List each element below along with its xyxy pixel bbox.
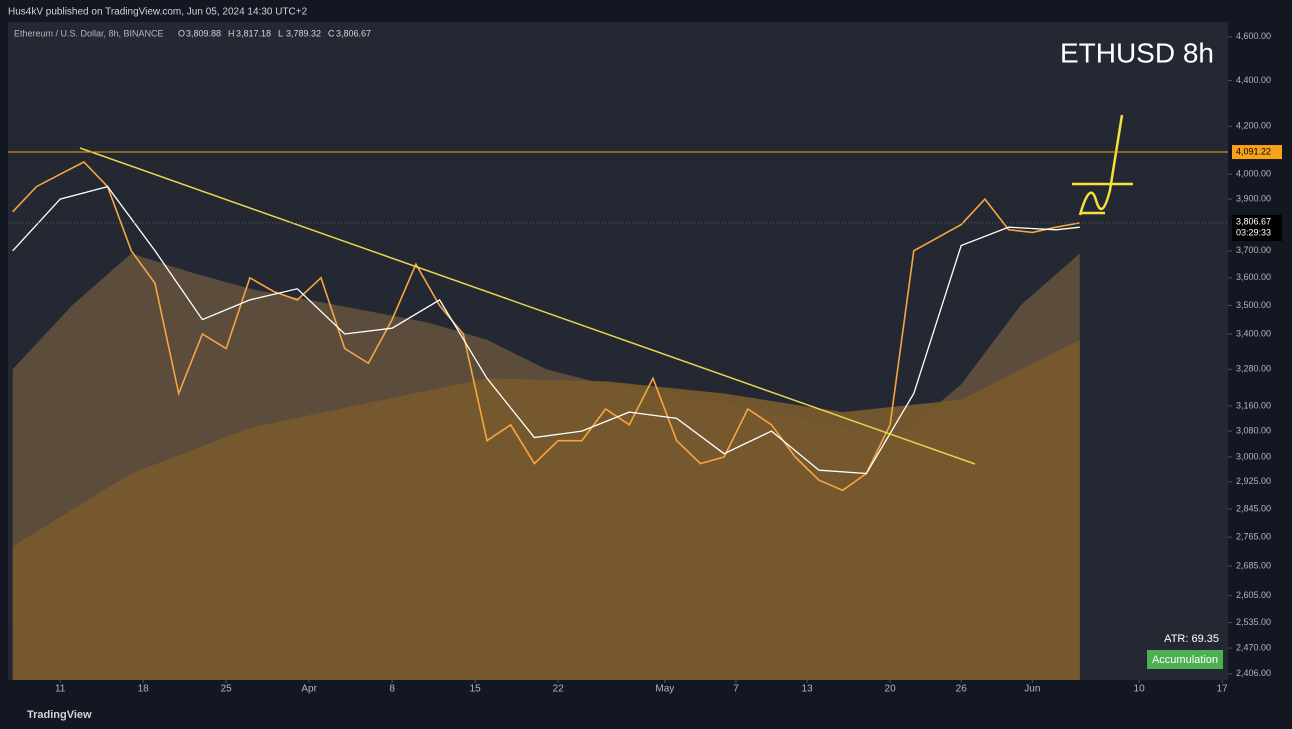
- x-tick-label: 11: [55, 684, 66, 695]
- y-tick-label: 3,400.00: [1236, 328, 1271, 338]
- ohlc-value: 3,809.88: [186, 28, 221, 38]
- ohlc-name: C: [328, 28, 335, 38]
- x-tick-label: 18: [138, 684, 150, 695]
- ohlc-name: O: [178, 28, 185, 38]
- y-tick-label: 3,000.00: [1236, 451, 1271, 461]
- x-tick-label: 13: [802, 684, 814, 695]
- y-tick-label: 2,605.00: [1236, 590, 1271, 600]
- line: [12, 185, 1080, 475]
- ohlc-value: 3,806.67: [336, 28, 371, 38]
- y-tick-label: 4,400.00: [1236, 75, 1271, 85]
- y-tick-label: 3,900.00: [1236, 193, 1271, 203]
- area: [12, 339, 1080, 680]
- x-tick-label: Apr: [301, 684, 317, 695]
- header: Hus4kV published on TradingView.com, Jun…: [8, 7, 308, 18]
- x-tick-label: 20: [885, 684, 897, 695]
- x-tick-label: 7: [733, 684, 739, 695]
- y-tick-label: 3,600.00: [1236, 272, 1271, 282]
- projection: [1072, 114, 1133, 216]
- y-tick-label: 4,600.00: [1236, 31, 1271, 41]
- line: [12, 161, 1080, 492]
- x-tick-label: 10: [1134, 684, 1146, 695]
- y-tick-label: 4,000.00: [1236, 169, 1271, 179]
- x-tick-label: 25: [221, 684, 233, 695]
- footer: TradingView: [27, 709, 92, 721]
- ohlc-name: H: [228, 28, 235, 38]
- status: Accumulation: [1152, 654, 1218, 666]
- price-label-bg: [1232, 214, 1282, 241]
- level-label: 4,091.22: [1236, 146, 1271, 156]
- y-tick-label: 3,160.00: [1236, 400, 1271, 410]
- series-layer: [12, 161, 1080, 680]
- ohlc-value: 3,789.32: [286, 28, 321, 38]
- y-tick-label: 2,925.00: [1236, 476, 1271, 486]
- y-tick-label: 3,500.00: [1236, 300, 1271, 310]
- y-tick-label: 2,535.00: [1236, 617, 1271, 627]
- symbol: Ethereum / U.S. Dollar, 8h, BINANCE: [14, 28, 164, 38]
- y-tick-label: 2,685.00: [1236, 560, 1271, 570]
- x-tick-label: May: [655, 684, 674, 695]
- y-tick-label: 2,470.00: [1236, 642, 1271, 652]
- y-tick-label: 3,280.00: [1236, 364, 1271, 374]
- x-tick-label: 17: [1217, 684, 1229, 695]
- x-tick-label: 8: [389, 684, 395, 695]
- x-tick-label: 22: [553, 684, 565, 695]
- trend-line: [79, 147, 976, 465]
- y-tick-label: 2,845.00: [1236, 503, 1271, 513]
- y-tick-label: 3,080.00: [1236, 425, 1271, 435]
- status-bg: [1147, 650, 1223, 669]
- atr: ATR: 69.35: [1164, 633, 1219, 645]
- countdown: 03:29:33: [1236, 227, 1271, 237]
- price-label: 3,806.67: [1236, 216, 1271, 226]
- level-label-bg: [1232, 145, 1282, 160]
- y-tick-label: 2,765.00: [1236, 532, 1271, 542]
- y-tick-label: 3,700.00: [1236, 245, 1271, 255]
- ohlc-name: L: [278, 28, 283, 38]
- x-tick-label: 15: [470, 684, 482, 695]
- y-tick-label: 4,200.00: [1236, 121, 1271, 131]
- y-tick-label: 2,406.00: [1236, 668, 1271, 678]
- chart-title: ETHUSD 8h: [1060, 37, 1214, 68]
- ohlc-value: 3,817.18: [236, 28, 271, 38]
- x-tick-label: Jun: [1024, 684, 1040, 695]
- x-tick-label: 26: [956, 684, 968, 695]
